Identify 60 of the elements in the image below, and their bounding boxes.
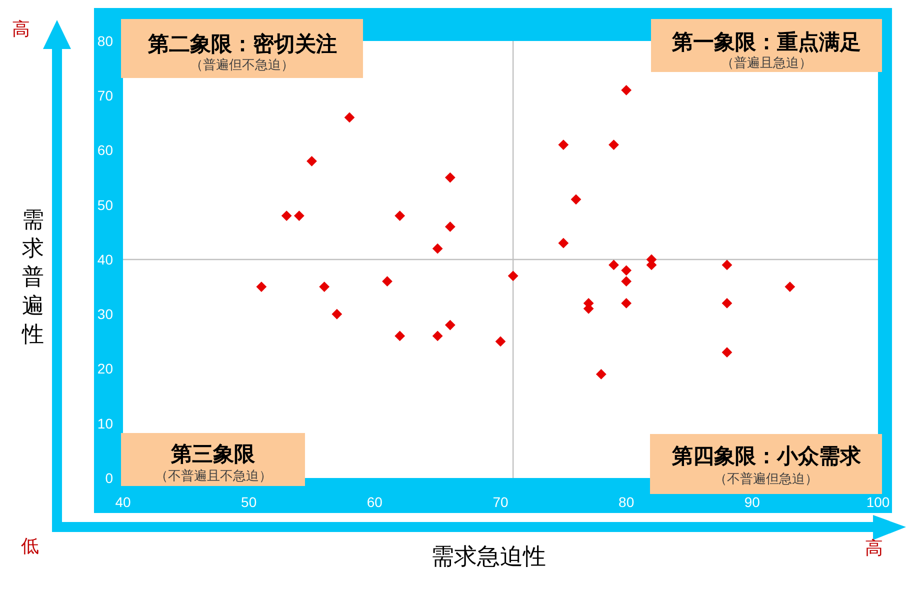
y-tick-label: 60 xyxy=(97,142,114,158)
point xyxy=(722,260,732,270)
point xyxy=(570,194,582,205)
y-tick-label: 0 xyxy=(105,470,114,486)
point xyxy=(596,369,606,380)
point xyxy=(319,282,330,292)
point xyxy=(382,276,392,287)
point xyxy=(508,270,518,282)
annotation: 第一象限：重点满足 xyxy=(671,30,861,54)
x-tick-label: 90 xyxy=(744,494,760,510)
y-tick-label: 80 xyxy=(97,32,114,49)
point xyxy=(558,238,569,248)
text: 高 xyxy=(12,19,30,40)
point xyxy=(256,282,267,292)
annotation: （普遍且急迫） xyxy=(721,55,812,71)
point xyxy=(432,243,443,254)
x-tick-label: 40 xyxy=(115,494,131,510)
annotation: （不普遍但急迫） xyxy=(714,471,818,487)
point xyxy=(621,276,632,287)
point xyxy=(608,260,619,270)
x-tick-label: 50 xyxy=(241,494,257,510)
x-tick-label: 80 xyxy=(618,494,634,510)
y-tick-label: 40 xyxy=(97,251,114,268)
annotation: 第三象限 xyxy=(170,442,256,466)
point xyxy=(394,210,406,221)
point xyxy=(621,298,632,308)
point xyxy=(621,84,632,96)
point xyxy=(444,320,456,330)
point xyxy=(784,282,796,292)
x-tick-label: 60 xyxy=(366,494,383,510)
point xyxy=(444,222,456,232)
y-axis-title: 需求普遍性 xyxy=(21,208,44,348)
point xyxy=(344,112,355,123)
y-tick-label: 50 xyxy=(97,196,114,213)
point xyxy=(394,330,406,342)
annotation: 第四象限：小众需求 xyxy=(671,444,862,468)
y-tick-label: 10 xyxy=(97,415,114,432)
text: 高 xyxy=(865,538,883,559)
annotation: 第二象限：密切关注 xyxy=(147,32,337,56)
x-tick-label: 100 xyxy=(866,494,890,510)
x-tick-label: 70 xyxy=(492,494,508,510)
text: 低 xyxy=(21,536,39,557)
point xyxy=(722,347,732,358)
point xyxy=(558,140,569,150)
annotation: （不普遍且不急迫） xyxy=(155,468,272,484)
point xyxy=(608,140,619,150)
point xyxy=(495,336,506,347)
point xyxy=(432,330,443,342)
point xyxy=(621,265,632,276)
y-tick-label: 70 xyxy=(97,88,114,104)
y-tick-label: 30 xyxy=(97,306,114,322)
point xyxy=(444,172,456,183)
point xyxy=(306,156,317,166)
y-tick-label: 20 xyxy=(97,360,114,377)
point xyxy=(294,210,304,221)
point xyxy=(281,210,292,221)
annotation: （普遍但不急迫） xyxy=(190,57,294,73)
point xyxy=(722,298,732,308)
point xyxy=(332,308,342,320)
x-axis-title: 需求急迫性 xyxy=(431,544,546,570)
